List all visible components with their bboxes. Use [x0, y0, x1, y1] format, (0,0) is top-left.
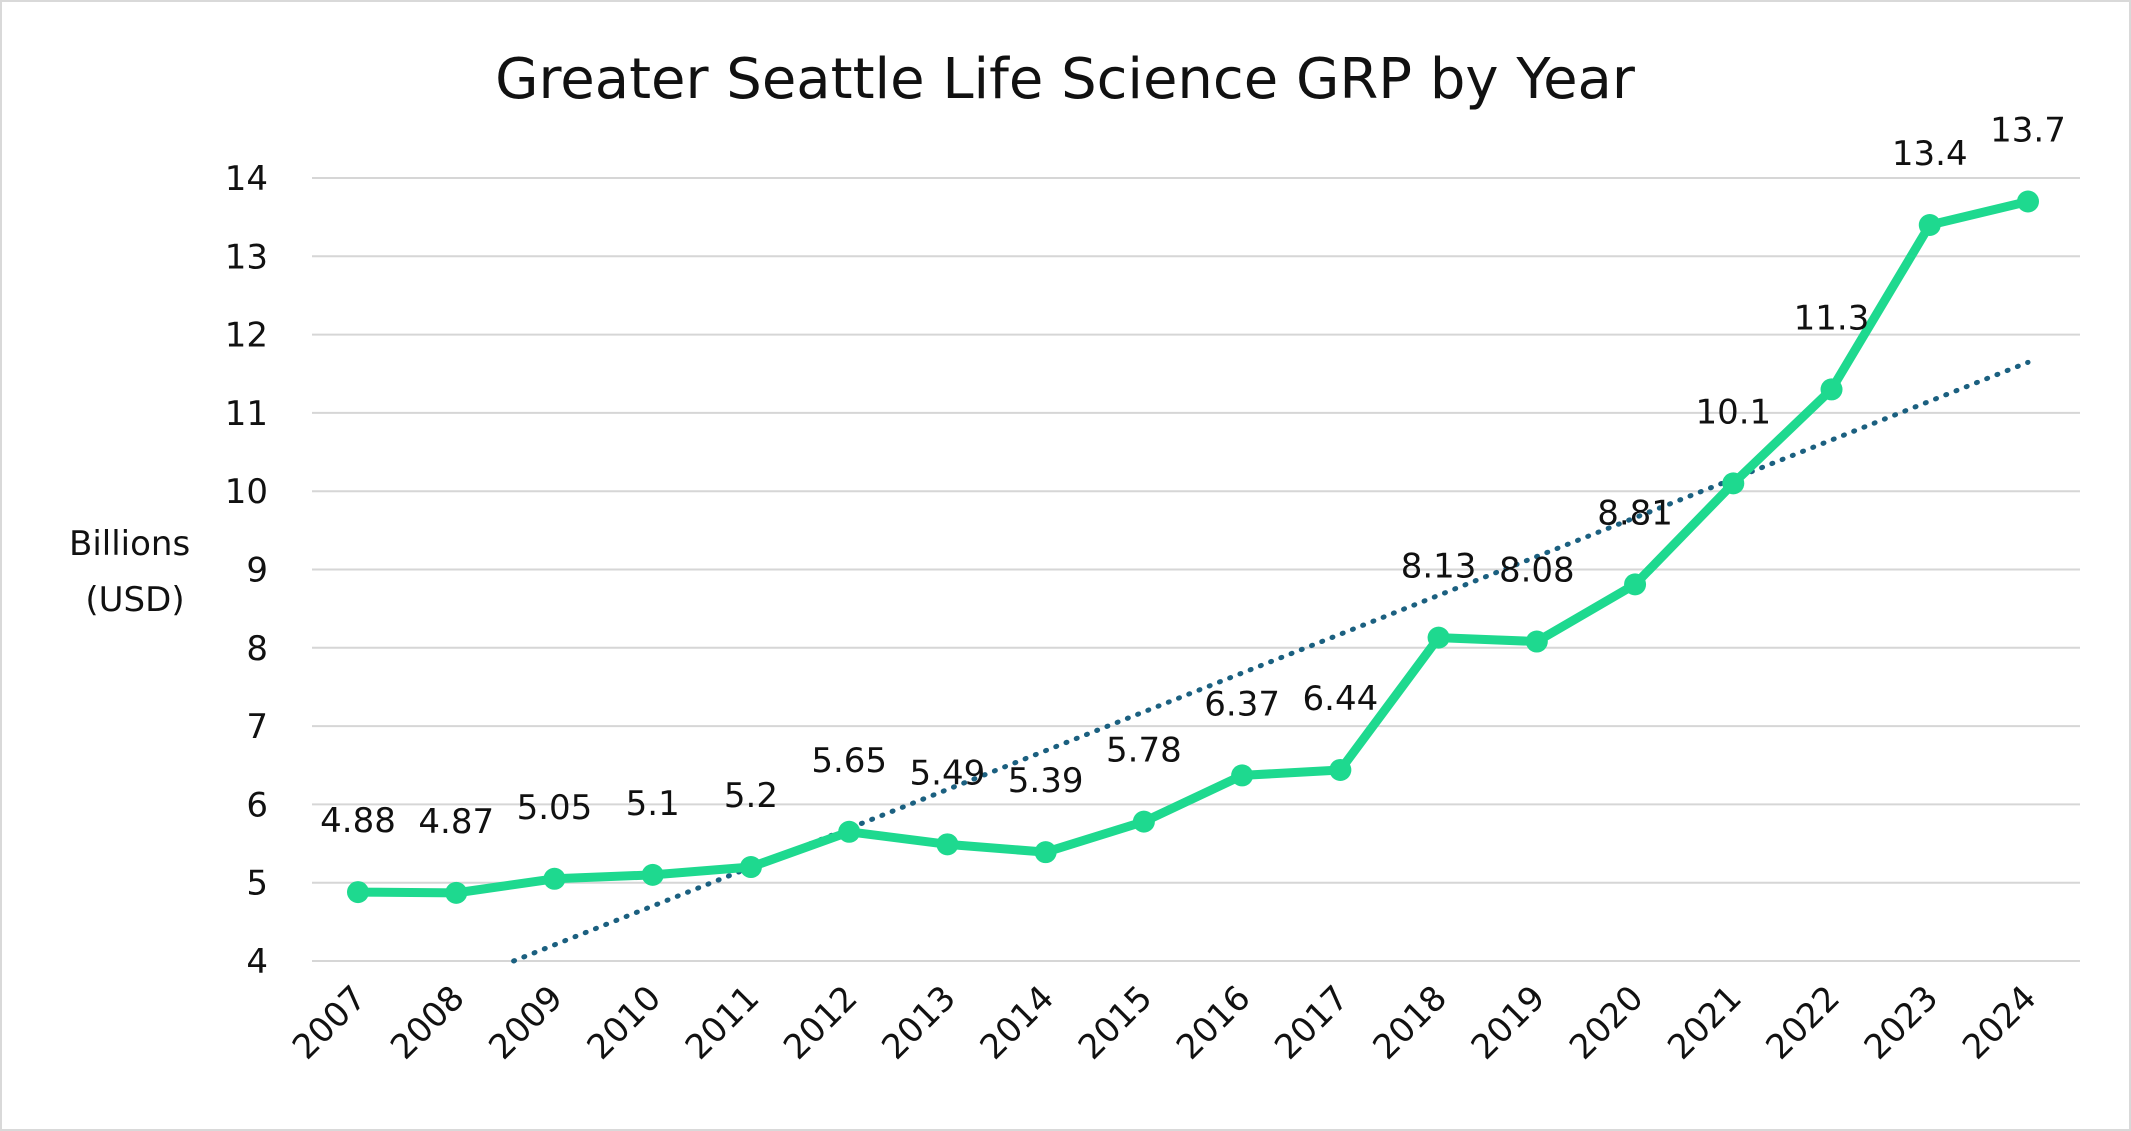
data-label: 5.1	[626, 784, 680, 824]
data-label: 13.7	[1990, 110, 2066, 150]
series-line	[353, 196, 2033, 898]
x-tick-label: 2013	[874, 978, 963, 1067]
chart-title: Greater Seattle Life Science GRP by Year	[495, 47, 1636, 112]
x-tick-label: 2007	[285, 978, 374, 1067]
y-tick-label: 4	[246, 942, 268, 982]
x-tick-label: 2016	[1169, 978, 1258, 1067]
data-point	[936, 833, 959, 856]
x-tick-label: 2022	[1758, 978, 1847, 1067]
data-point	[838, 820, 861, 843]
data-label: 10.1	[1695, 392, 1771, 432]
x-tick-label: 2021	[1660, 978, 1749, 1067]
data-point	[1918, 213, 1941, 236]
y-tick-label: 14	[225, 159, 268, 199]
data-point	[1820, 378, 1843, 401]
data-point	[1525, 630, 1548, 653]
y-tick-label: 8	[246, 629, 268, 669]
data-label: 6.44	[1303, 679, 1379, 719]
data-point	[1132, 810, 1155, 833]
data-label: 5.78	[1106, 731, 1182, 771]
x-tick-label: 2009	[481, 978, 570, 1067]
data-series	[353, 196, 2033, 898]
data-label: 8.08	[1499, 551, 1575, 591]
data-point	[347, 881, 369, 904]
y-tick-label: 11	[225, 394, 268, 434]
data-label: 11.3	[1794, 298, 1870, 338]
data-label: 4.87	[418, 802, 494, 842]
data-label: 4.88	[320, 801, 396, 841]
data-point	[739, 856, 762, 879]
data-label: 13.4	[1892, 134, 1968, 174]
y-tick-label: 10	[225, 472, 268, 512]
x-tick-label: 2008	[383, 978, 472, 1067]
data-point	[1329, 758, 1352, 781]
data-point	[1722, 472, 1745, 495]
data-label: 8.13	[1401, 547, 1477, 587]
data-label: 8.81	[1597, 493, 1673, 533]
data-point	[641, 863, 664, 886]
x-axis-ticks: 2007 2008 2009 2010 2011 2012 2013 2014 2015 2016…	[285, 978, 2044, 1067]
data-label: 5.65	[811, 741, 887, 781]
x-tick-label: 2015	[1071, 978, 1160, 1067]
x-tick-label: 2012	[776, 978, 865, 1067]
data-label: 5.2	[724, 776, 778, 816]
x-tick-label: 2018	[1365, 978, 1454, 1067]
x-tick-label: 2020	[1562, 978, 1651, 1067]
gridlines	[312, 177, 2080, 962]
data-labels: 4.88 4.87 5.05 5.1 5.2 5.65 5.49 5.39 5.78 6.37 6.…	[320, 110, 2066, 841]
y-axis-ticks: 4 5 6 7 8 9 10 11 12 13 14	[225, 159, 268, 982]
data-label: 5.49	[910, 753, 986, 793]
trendline	[511, 359, 2031, 964]
x-tick-label: 2017	[1267, 978, 1356, 1067]
y-tick-label: 5	[246, 864, 268, 904]
y-tick-label: 12	[225, 316, 268, 356]
data-point	[1427, 626, 1450, 649]
x-tick-label: 2024	[1955, 978, 2044, 1067]
y-tick-label: 13	[225, 237, 268, 277]
x-tick-label: 2011	[678, 978, 767, 1067]
y-axis-label-line-2: (USD)	[85, 580, 184, 620]
data-points	[347, 190, 2039, 904]
data-label: 5.05	[517, 788, 593, 828]
trendline-path	[511, 359, 2031, 964]
y-axis-label-line-1: Billions	[69, 524, 190, 564]
x-tick-label: 2019	[1464, 978, 1553, 1067]
y-tick-label: 9	[246, 551, 268, 591]
x-tick-label: 2010	[580, 978, 669, 1067]
data-point	[2017, 190, 2039, 213]
data-point	[445, 881, 468, 904]
x-tick-label: 2014	[973, 978, 1062, 1067]
data-point	[1034, 841, 1057, 864]
y-axis-label: Billions (USD)	[69, 524, 201, 620]
y-tick-label: 7	[246, 707, 268, 747]
data-point	[543, 867, 566, 890]
data-point	[1231, 764, 1254, 787]
x-tick-label: 2023	[1857, 978, 1946, 1067]
data-label: 6.37	[1204, 684, 1280, 724]
y-tick-label: 6	[246, 785, 268, 825]
data-point	[1624, 573, 1647, 596]
data-label: 5.39	[1008, 761, 1084, 801]
